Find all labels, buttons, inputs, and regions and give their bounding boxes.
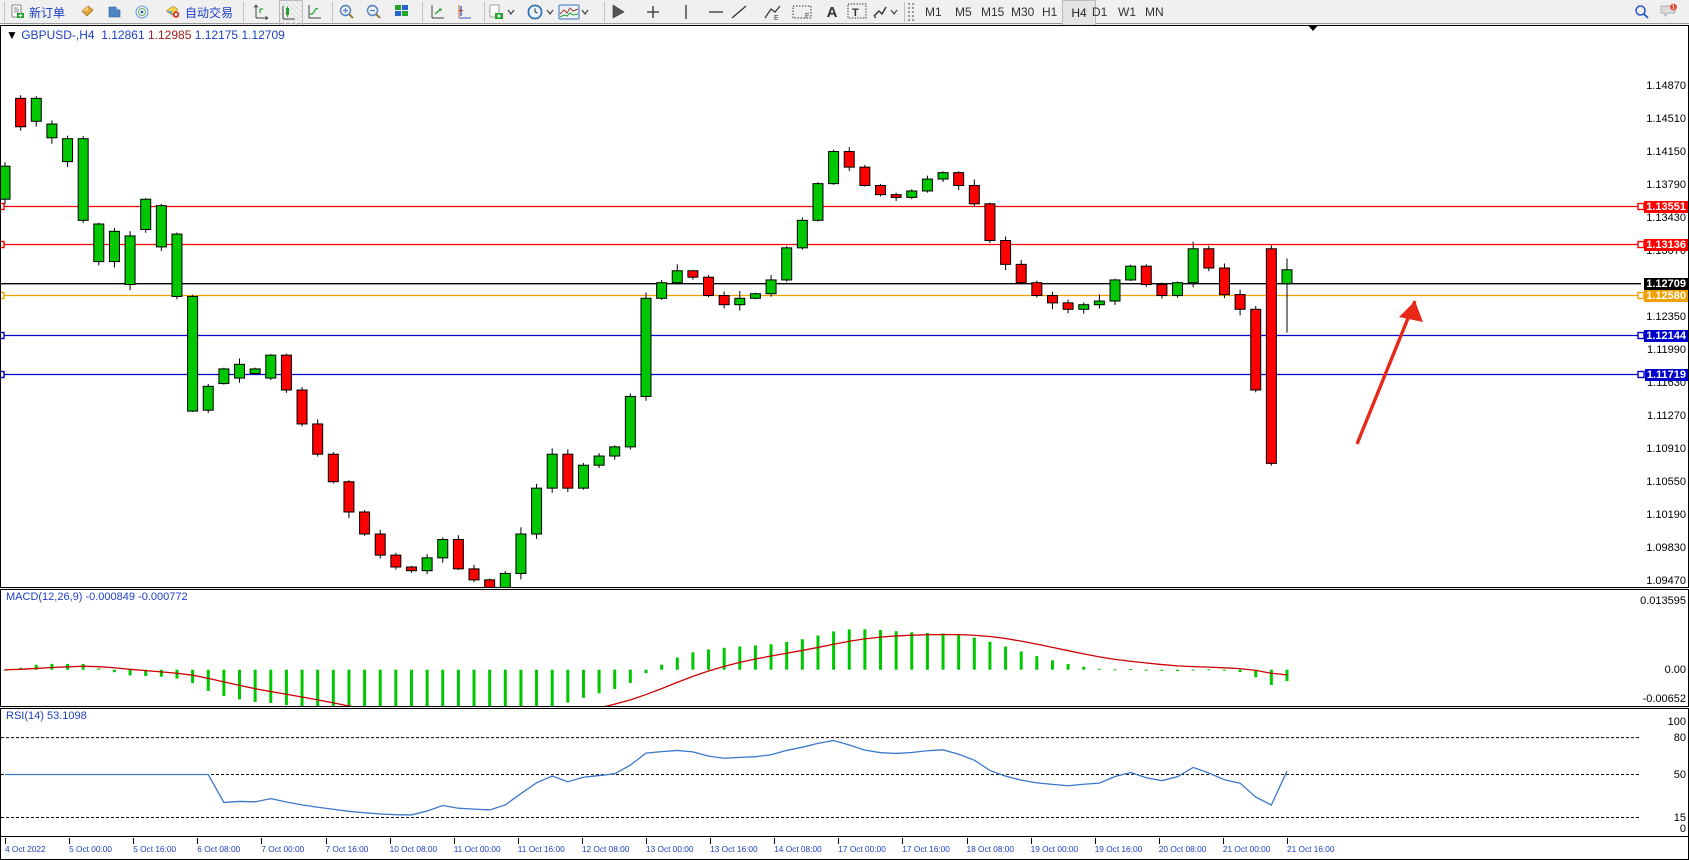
svg-text:1: 1: [1672, 4, 1675, 10]
svg-text:E: E: [774, 15, 779, 21]
svg-text:T: T: [852, 7, 859, 19]
svg-text:F: F: [805, 13, 809, 19]
